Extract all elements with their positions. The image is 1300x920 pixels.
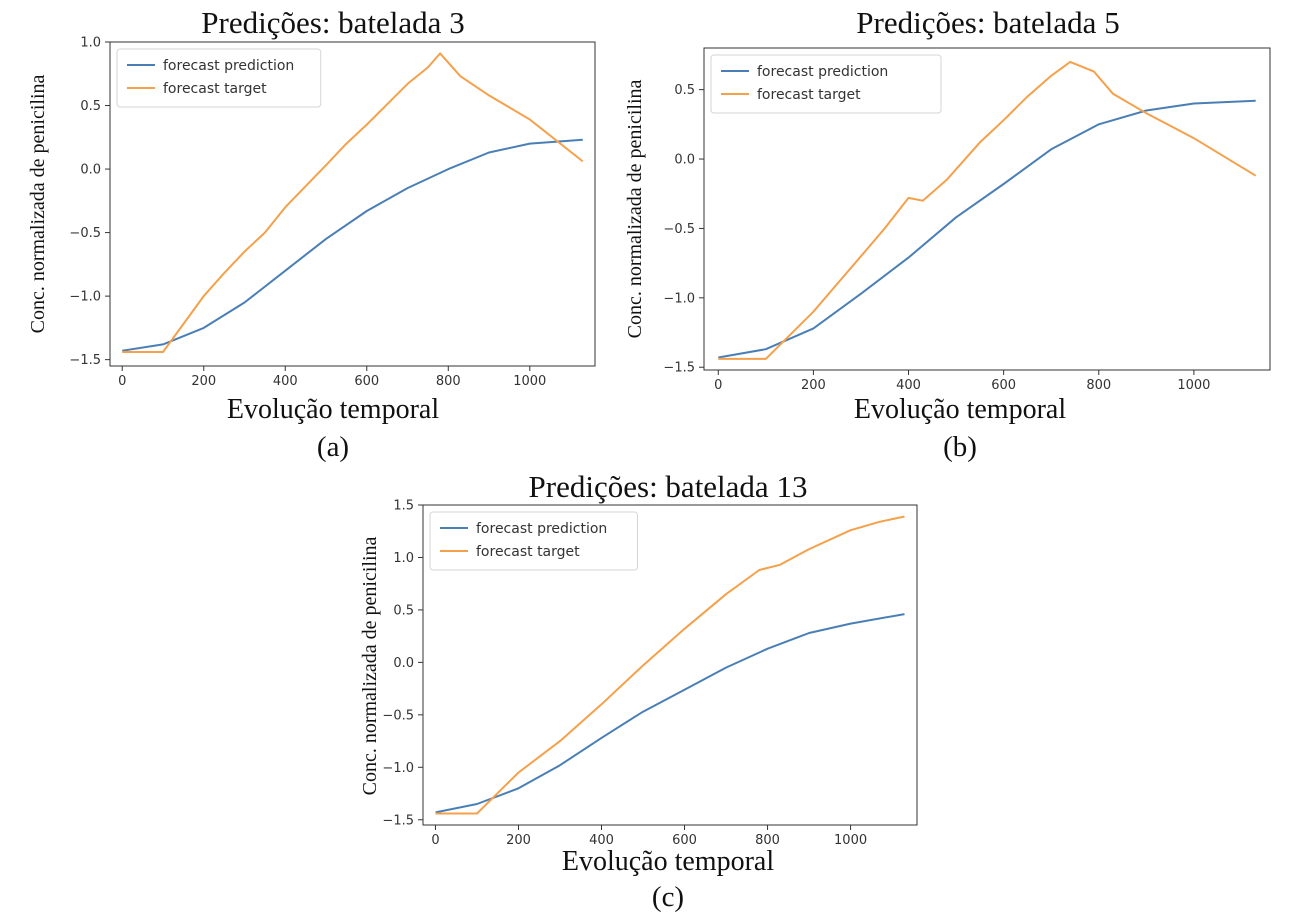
y-axis-label: Conc. normalizada de penicilina: [624, 79, 646, 338]
x-tick-label: 0: [118, 374, 126, 389]
x-tick-label: 400: [589, 833, 614, 848]
y-tick-label: 0.5: [674, 83, 695, 98]
y-axis-label: Conc. normalizada de penicilina: [27, 74, 49, 333]
y-tick-label: −0.5: [382, 708, 414, 723]
y-tick-label: 1.0: [80, 36, 101, 51]
series-line-forecast-prediction: [435, 613, 905, 814]
chart-panel-b: Predições: batelada 5 0 200 400 600 800 1000 −…: [624, 5, 1271, 463]
legend-label: forecast target: [476, 544, 580, 560]
x-tick-label: 400: [273, 374, 298, 389]
y-tick-label: 0.0: [674, 153, 695, 168]
panel-caption: (c): [652, 881, 684, 913]
series-line-forecast-prediction: [718, 99, 1256, 359]
x-tick-label: 0: [431, 833, 439, 848]
legend-box: [429, 511, 638, 571]
series-line-forecast-target: [718, 60, 1257, 360]
y-tick-label: −1.0: [69, 290, 101, 305]
x-axis-label: Evolução temporal: [227, 394, 439, 425]
axes-frame: [422, 504, 918, 826]
x-tick-label: 200: [506, 833, 531, 848]
legend-box: [116, 48, 322, 108]
x-tick-label: 600: [672, 833, 697, 848]
chart-title: Predições: batelada 3: [201, 5, 464, 40]
axes-frame: [109, 41, 596, 367]
series-line-forecast-target: [122, 52, 584, 353]
legend-label: forecast prediction: [163, 58, 294, 74]
series-line-forecast-prediction: [122, 138, 583, 352]
x-tick-label: 600: [354, 374, 379, 389]
x-tick-label: 1000: [513, 374, 546, 389]
chart-panel-a: Predições: batelada 3 0 200 400 600 800 1000 −…: [27, 5, 596, 463]
x-tick-label: 200: [801, 378, 826, 393]
x-tick-label: 200: [191, 374, 216, 389]
panel-caption: (b): [943, 431, 977, 463]
y-tick-label: −1.0: [382, 761, 414, 776]
x-tick-label: 1000: [1177, 378, 1210, 393]
y-tick-label: 1.0: [393, 551, 414, 566]
y-tick-label: −1.0: [663, 291, 695, 306]
legend-label: forecast target: [757, 87, 861, 103]
y-tick-label: 0.5: [393, 603, 414, 618]
y-tick-label: −0.5: [69, 226, 101, 241]
plot-area: 0 200 400 600 800 1000 −1.5 −1.0 −0.5 0.0 0.5 1.0 1.…: [382, 499, 918, 848]
x-tick-label: 1000: [834, 833, 867, 848]
y-tick-label: −0.5: [663, 222, 695, 237]
x-axis-label: Evolução temporal: [854, 394, 1066, 425]
y-tick-label: 1.5: [393, 499, 414, 514]
x-tick-label: 800: [755, 833, 780, 848]
plot-area: 0 200 400 600 800 1000 −1.5 −1.0 −0.5 0.0 0.5 forec…: [663, 47, 1271, 393]
y-tick-label: 0.5: [80, 99, 101, 114]
panel-caption: (a): [317, 431, 349, 463]
x-tick-label: 600: [991, 378, 1016, 393]
y-tick-label: −1.5: [69, 353, 101, 368]
plot-area: 0 200 400 600 800 1000 −1.5 −1.0 −0.5 0.0 0.5 1.0 fo…: [69, 36, 596, 389]
series-line-forecast-target: [435, 515, 905, 815]
chart-panel-c: Predições: batelada 13 0 200 400 600 800 1000…: [359, 469, 918, 913]
x-axis-label: Evolução temporal: [562, 846, 774, 877]
chart-title: Predições: batelada 13: [529, 469, 808, 504]
y-tick-label: 0.0: [80, 163, 101, 178]
x-tick-label: 400: [896, 378, 921, 393]
x-tick-label: 800: [436, 374, 461, 389]
y-tick-label: 0.0: [393, 656, 414, 671]
legend-box: [710, 54, 942, 114]
chart-title: Predições: batelada 5: [856, 5, 1119, 40]
x-tick-label: 800: [1086, 378, 1111, 393]
y-tick-label: −1.5: [382, 813, 414, 828]
axes-frame: [703, 47, 1271, 371]
x-tick-label: 0: [714, 378, 722, 393]
y-tick-label: −1.5: [663, 361, 695, 376]
y-axis-label: Conc. normalizada de penicilina: [359, 536, 381, 795]
legend-label: forecast target: [163, 81, 267, 97]
legend-label: forecast prediction: [757, 64, 888, 80]
legend-label: forecast prediction: [476, 521, 607, 537]
